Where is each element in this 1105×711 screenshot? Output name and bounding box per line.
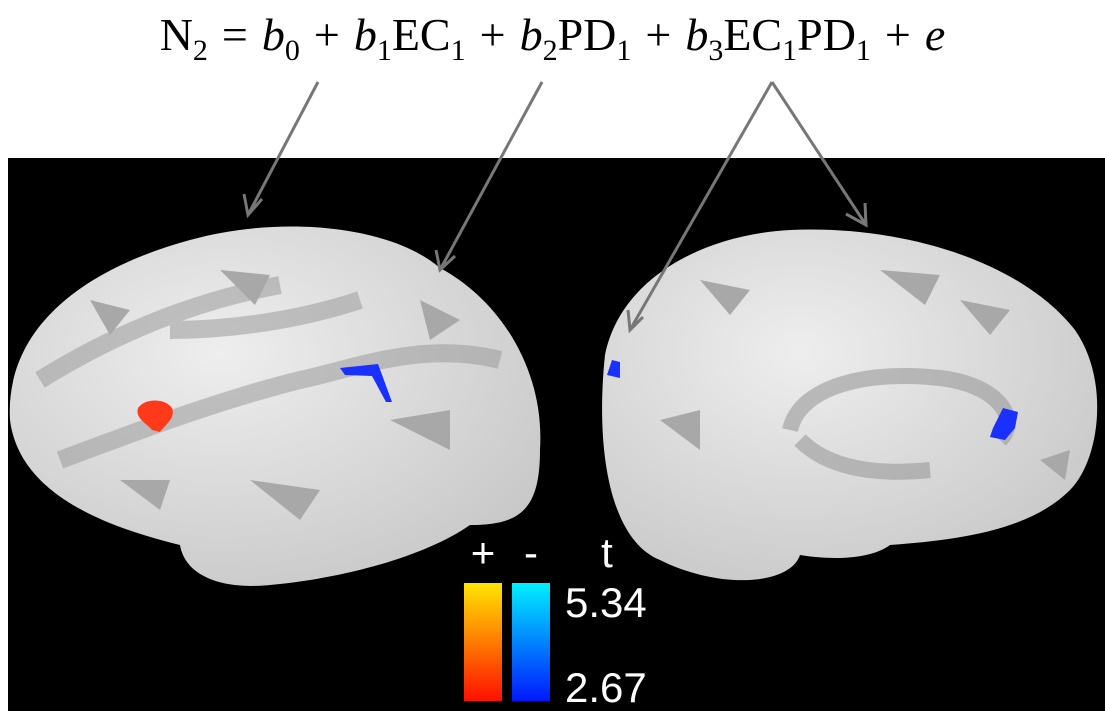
equation-token: 2 [193, 34, 208, 67]
equation-token: 2 [543, 34, 558, 67]
equation-token: 1 [856, 34, 871, 67]
equation-token: = [222, 9, 248, 60]
equation-token: 1 [782, 34, 797, 67]
colorbar-min: 2.67 [565, 664, 647, 711]
equation-token: N [160, 9, 193, 60]
equation: N2=b0+b1EC1+b2PD1+b3EC1PD1+e [0, 8, 1105, 68]
equation-token: e [925, 9, 945, 60]
equation-token: b [262, 9, 285, 60]
equation-token: EC [723, 9, 782, 60]
equation-token: b [685, 9, 708, 60]
equation-token: + [480, 9, 506, 60]
equation-token: + [645, 9, 671, 60]
colorbar-title: t [601, 529, 613, 576]
equation-token: 1 [451, 34, 466, 67]
negative-colorbar [512, 583, 550, 701]
positive-colorbar [464, 583, 502, 701]
equation-token: + [885, 9, 911, 60]
equation-token: + [314, 9, 340, 60]
equation-token: b [354, 9, 377, 60]
equation-token: 1 [377, 34, 392, 67]
equation-token: b [520, 9, 543, 60]
colorbar-max: 5.34 [565, 579, 647, 626]
equation-token: 0 [285, 34, 300, 67]
figure: + - t 5.34 2.67 [0, 0, 1105, 711]
equation-token: 3 [708, 34, 723, 67]
equation-token: PD [558, 9, 617, 60]
equation-token: EC [392, 9, 451, 60]
positive-label: + [471, 529, 496, 576]
equation-token: PD [797, 9, 856, 60]
negative-label: - [524, 529, 538, 576]
page: + - t 5.34 2.67 N2=b0+b1EC1+b2PD1+b3EC1P… [0, 0, 1105, 711]
equation-token: 1 [616, 34, 631, 67]
